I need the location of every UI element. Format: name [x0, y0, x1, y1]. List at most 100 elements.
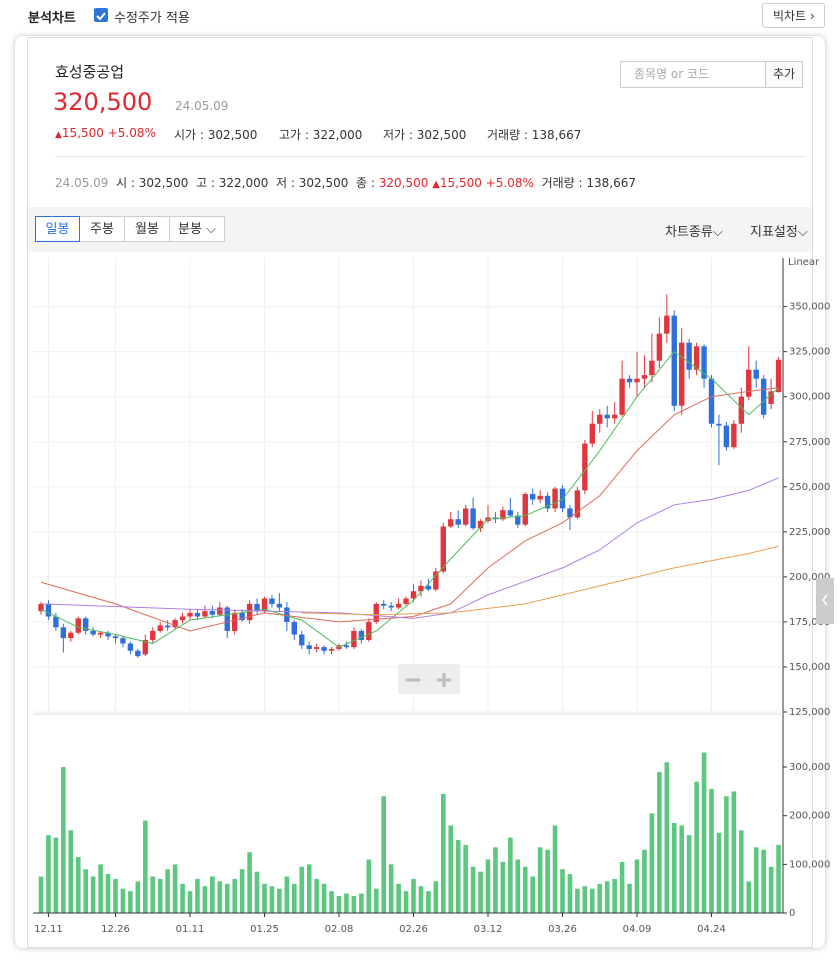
- candle-body: [373, 603, 379, 622]
- x-tick-label: 01.11: [176, 924, 205, 935]
- volume-bar: [306, 864, 312, 913]
- candle-body: [381, 603, 387, 606]
- volume-bar: [165, 869, 170, 913]
- volume-bar: [292, 883, 297, 913]
- volume-bar: [590, 888, 595, 913]
- volume-bar: [664, 762, 670, 913]
- checkbox-label: 수정주가 적용: [114, 11, 190, 26]
- info-close-label: 종 :: [356, 176, 375, 190]
- candle-body: [410, 591, 417, 599]
- stock-date: 24.05.09: [175, 99, 229, 113]
- candle-body: [731, 423, 737, 448]
- volume-bar: [448, 825, 454, 913]
- menu-label: 차트종류: [665, 225, 713, 240]
- volume-bar: [604, 881, 610, 913]
- candle-body: [619, 378, 625, 415]
- candle-body: [597, 414, 603, 424]
- candle-body: [127, 643, 134, 651]
- candle-body: [701, 346, 707, 379]
- volume-bar: [321, 883, 327, 913]
- y-tick-label: 225,000: [789, 527, 830, 538]
- moving-average: [301, 545, 779, 616]
- volume-bar: [105, 874, 111, 913]
- volume-bar: [120, 888, 126, 913]
- candle-body: [611, 414, 618, 419]
- candle-body: [664, 315, 670, 334]
- candle-body: [224, 607, 230, 631]
- candle-body: [38, 603, 44, 612]
- stat: 시가 : 302,500: [174, 128, 258, 142]
- y-tick-label: 200,000: [789, 572, 830, 583]
- stat: 저가 : 302,500: [383, 128, 467, 142]
- volume-bar: [232, 878, 237, 913]
- checkbox[interactable]: [94, 8, 108, 22]
- x-tick-label: 04.24: [697, 924, 726, 935]
- x-tick-label: 04.09: [623, 924, 652, 935]
- volume-bar: [187, 891, 193, 913]
- volume-bar: [694, 781, 699, 913]
- stock-name: 효성중공업: [55, 63, 125, 81]
- candle-body: [366, 621, 372, 640]
- candle-body: [75, 618, 81, 633]
- menu[interactable]: 차트종류⌵: [665, 225, 723, 240]
- info-line: 24.05.09 시 : 302,500 고 : 322,000 저 : 302…: [55, 176, 636, 190]
- volume-bar: [143, 820, 148, 913]
- volume-bar: [537, 847, 543, 913]
- volume-bar: [150, 876, 156, 913]
- zoom-control[interactable]: [398, 664, 460, 694]
- volume-bar: [68, 830, 74, 913]
- volume-bar: [329, 891, 334, 913]
- volume-bar: [776, 844, 781, 913]
- tab[interactable]: 월봉: [124, 216, 170, 242]
- panel: [27, 37, 813, 948]
- card: [15, 36, 825, 948]
- candle-body: [746, 369, 752, 397]
- info-close: 320,500: [378, 176, 429, 190]
- stat: 고가 : 322,000: [279, 128, 363, 142]
- tab[interactable]: 분봉 ⌵: [169, 216, 225, 242]
- volume-bar: [716, 832, 722, 913]
- volume-bar: [299, 866, 305, 913]
- candle-body: [634, 378, 640, 383]
- volume-bar: [396, 883, 401, 913]
- add-button[interactable]: 추가: [765, 61, 803, 88]
- volume-bar: [441, 793, 446, 913]
- candle-body: [693, 346, 700, 370]
- side-tab[interactable]: [816, 578, 834, 624]
- volume-bar: [418, 886, 424, 913]
- candle-body: [448, 519, 454, 527]
- y-tick-label: 275,000: [789, 437, 830, 448]
- volume-bar: [411, 878, 416, 913]
- volume-bar: [724, 796, 729, 913]
- candle-body: [313, 647, 320, 649]
- candle-body: [760, 378, 767, 415]
- stock-price: 320,500: [53, 88, 153, 116]
- volume-bar: [619, 861, 625, 913]
- stat: 거래량 : 138,667: [487, 128, 582, 142]
- volume-bar: [560, 869, 565, 913]
- candle-body: [97, 632, 104, 635]
- change-pct: +5.08%: [107, 126, 156, 140]
- candle-body: [433, 571, 439, 590]
- candle-body: [462, 508, 469, 525]
- info-item: 고 : 322,000: [196, 176, 269, 190]
- candle-body: [686, 342, 692, 370]
- volume-bar: [46, 835, 51, 913]
- candle-body: [187, 612, 193, 617]
- volume-bar: [202, 886, 208, 913]
- x-tick-label: 02.26: [399, 924, 428, 935]
- scale-label: Linear: [788, 257, 820, 268]
- tab[interactable]: 일봉: [35, 216, 80, 242]
- candle-body: [120, 638, 126, 644]
- volume-bar: [172, 864, 178, 913]
- volume-bar: [597, 883, 603, 913]
- candle-body: [604, 414, 610, 419]
- tab[interactable]: 주봉: [79, 216, 125, 242]
- candle-body: [321, 647, 327, 651]
- candle-body: [246, 603, 253, 621]
- volume-bar: [90, 876, 96, 913]
- candle-body: [768, 391, 774, 404]
- big-chart-button[interactable]: 빅차트 ›: [762, 3, 825, 28]
- menu[interactable]: 지표설정⌵: [750, 225, 808, 240]
- info-item: 시 : 302,500: [116, 176, 189, 190]
